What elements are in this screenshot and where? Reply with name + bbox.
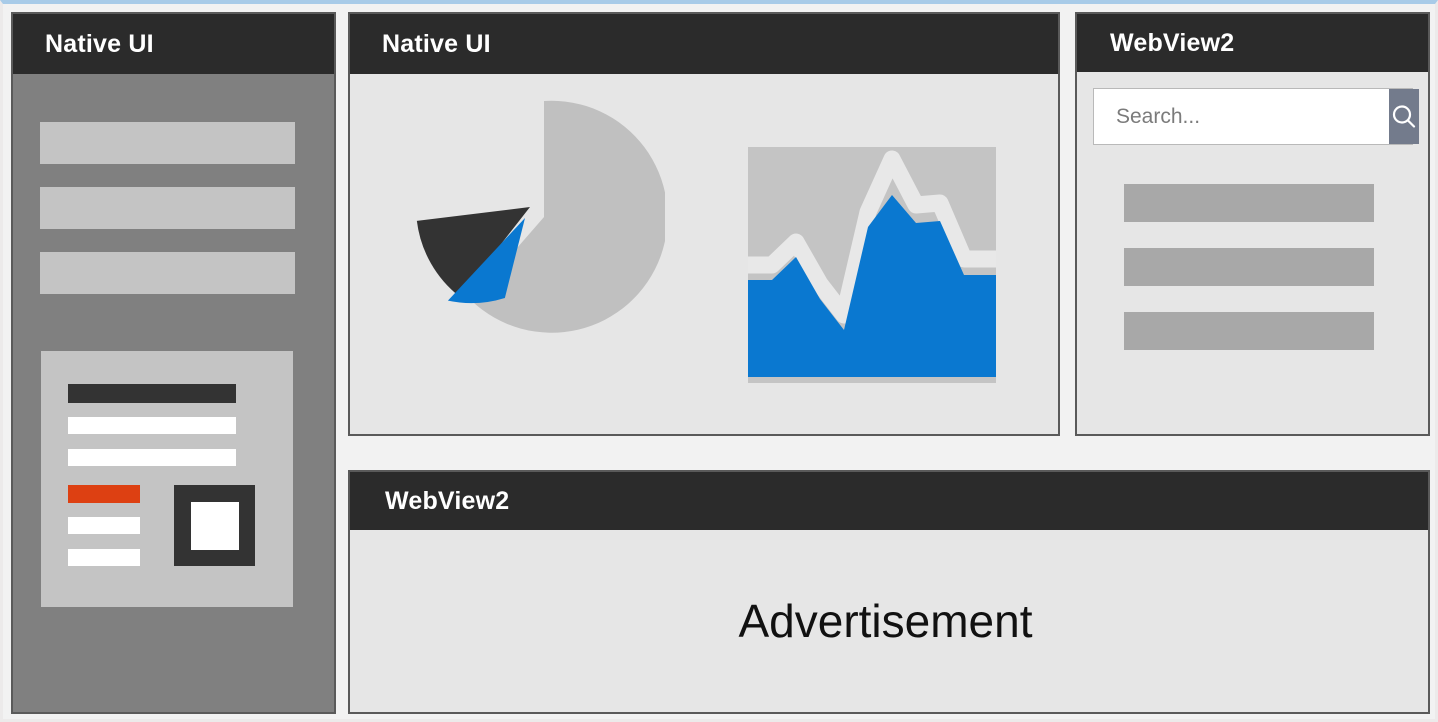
- search-icon: [1392, 104, 1416, 128]
- advertisement-panel-title: WebView2: [385, 486, 510, 515]
- webview2-advertisement-panel: WebView2 Advertisement: [348, 470, 1430, 714]
- sidebar-panel-body: [13, 74, 334, 712]
- card-text-line-4: [68, 549, 140, 566]
- advertisement-panel-title-bar: WebView2: [350, 472, 1428, 530]
- sidebar-nav-item-3[interactable]: [40, 252, 295, 294]
- webview2-search-panel: WebView2: [1075, 12, 1430, 436]
- sidebar-panel-title: Native UI: [45, 29, 154, 58]
- sidebar-panel-title-bar: Native UI: [13, 14, 334, 74]
- search-input[interactable]: [1094, 89, 1389, 144]
- advertisement-panel-body: Advertisement: [350, 530, 1428, 712]
- search-result-item-2[interactable]: [1124, 248, 1374, 286]
- search-result-item-1[interactable]: [1124, 184, 1374, 222]
- card-thumbnail-inner: [190, 501, 239, 550]
- charts-panel-title-bar: Native UI: [350, 14, 1058, 74]
- pie-slice-segment-b: [416, 207, 530, 297]
- sidebar-nav-item-2[interactable]: [40, 187, 295, 229]
- card-text-line-3: [68, 517, 140, 534]
- sidebar-preview-card[interactable]: [41, 351, 293, 607]
- pie-chart: [416, 100, 665, 333]
- charts-panel-title: Native UI: [382, 29, 491, 58]
- native-ui-sidebar-panel: Native UI: [11, 12, 336, 714]
- search-result-item-3[interactable]: [1124, 312, 1374, 350]
- area-chart: [748, 147, 996, 383]
- search-panel-title-bar: WebView2: [1077, 14, 1428, 72]
- search-bar[interactable]: [1093, 88, 1419, 145]
- search-panel-title: WebView2: [1110, 28, 1235, 57]
- pie-slice-segment-a: [471, 100, 665, 333]
- card-accent-bar: [68, 485, 140, 503]
- search-panel-body: [1077, 72, 1428, 434]
- search-button[interactable]: [1389, 89, 1419, 144]
- native-ui-charts-panel: Native UI: [348, 12, 1060, 436]
- pie-slice-segment-c: [447, 218, 525, 304]
- area-chart-filled-series: [748, 195, 996, 377]
- card-text-line-1: [68, 417, 236, 434]
- area-chart-outline-series: [748, 150, 996, 324]
- card-title-placeholder: [68, 384, 236, 403]
- card-thumbnail: [174, 485, 255, 566]
- sidebar-nav-item-1[interactable]: [40, 122, 295, 164]
- charts-panel-body: [350, 74, 1058, 434]
- advertisement-text: Advertisement: [738, 595, 1033, 647]
- card-text-line-2: [68, 449, 236, 466]
